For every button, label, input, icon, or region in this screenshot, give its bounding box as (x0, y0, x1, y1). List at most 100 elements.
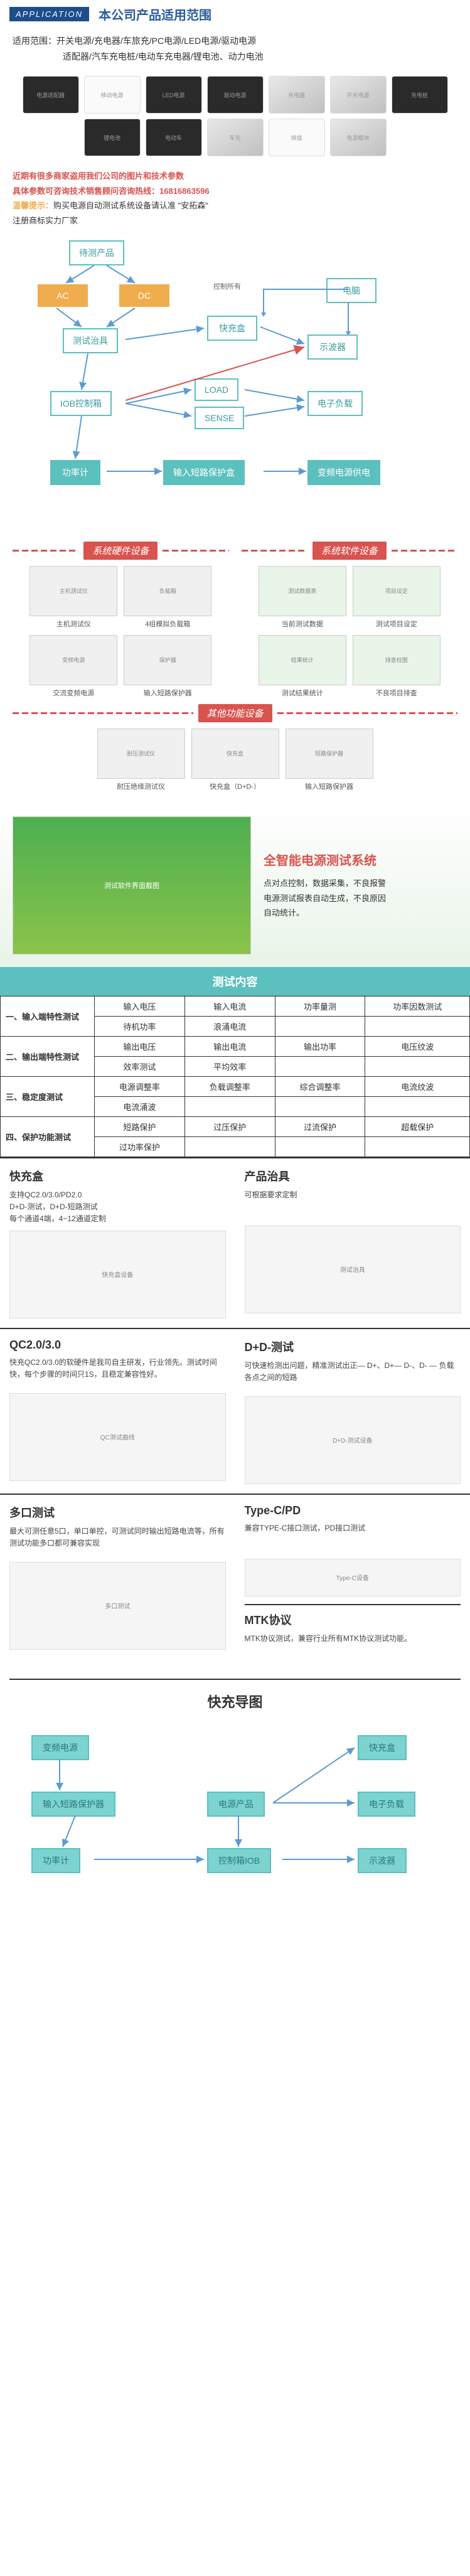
flow-node-sense: SENSE (195, 407, 244, 429)
flow-node-pmeter: 功率计 (50, 460, 100, 485)
equipment-item: 快充盒快充盒（D+D-） (191, 729, 279, 791)
test-system-flowchart: 待测产品 AC DC 电脑 测试治具 快充盒 示波器 IOB控制箱 LOAD S… (0, 234, 470, 523)
hw-equipment-title: 系统硬件设备 (83, 542, 158, 560)
other-equipment-grid: 耐压测试仪耐压绝缘测试仪 快充盒快充盒（D+D-） 短路保护器输入短路保护器 (13, 729, 457, 791)
product-thumbnail: 充电器 (269, 76, 325, 114)
fastcharge-flowchart-title: 快充导图 (0, 1680, 470, 1723)
table-row: 四、保护功能测试短路保护过压保护过流保护超载保护 (1, 1116, 470, 1136)
fc-node-qcbox: 快充盒 (358, 1735, 407, 1760)
table-cell: 输出电压 (95, 1036, 185, 1056)
product-thumbnail: 电源模块 (330, 119, 387, 156)
table-cell (275, 1016, 365, 1036)
product-thumbnail: 驱动电源 (207, 76, 264, 114)
product-thumbnail: 开关电源 (330, 76, 387, 114)
fastcharge-flowchart: 变频电源 输入短路保护器 功率计 电源产品 控制箱IOB 快充盒 电子负载 示波… (0, 1723, 470, 1898)
warning-phone: 16816863596 (159, 186, 210, 196)
table-row: 一、输入端特性测试输入电压输入电流功率量测功率因数测试 (1, 996, 470, 1016)
product-thumbnail: 锂电池 (84, 119, 141, 156)
flow-node-dc: DC (119, 284, 169, 307)
product-thumbnail: 电动车 (146, 119, 202, 156)
table-cell: 输出电流 (184, 1036, 275, 1056)
product-thumbnail: LED电源 (146, 76, 202, 114)
table-cell: 短路保护 (95, 1116, 185, 1136)
feature-dplusminus: D+D-测试 可快速检测出问题，精准测试出正— D+、D+— D-、D- — 负… (235, 1328, 470, 1494)
feature-image: QC测试曲线 (9, 1393, 226, 1481)
feature-grid: 快充盒 支持QC2.0/3.0/PD2.0 D+D-测试，D+D-短路测试 每个… (0, 1157, 470, 1679)
table-cell (184, 1136, 275, 1157)
table-cell: 待机功率 (95, 1016, 185, 1036)
feature-multiport: 多口测试 最大可测任意5口，单口单控，可测试同时输出短路电流等，所有测试功能多口… (0, 1494, 235, 1679)
feature-image: 快充盒设备 (9, 1231, 226, 1318)
feature-mtk-title: MTK协议 (245, 1604, 461, 1628)
test-content-header: 测试内容 (0, 967, 470, 996)
application-title: 本公司产品适用范围 (99, 5, 211, 23)
table-cell: 输出功率 (275, 1036, 365, 1056)
table-cell: 负载调整率 (184, 1076, 275, 1096)
flow-node-load: LOAD (195, 378, 238, 401)
table-cell: 输入电压 (95, 996, 185, 1016)
table-cell (365, 1096, 470, 1116)
table-cell: 输入电流 (184, 996, 275, 1016)
table-cell: 过流保护 (275, 1116, 365, 1136)
flow-node-ac: AC (38, 284, 88, 307)
sw-equipment-title: 系统软件设备 (312, 542, 387, 560)
application-header: APPLICATION 本公司产品适用范围 (0, 0, 470, 28)
scope-text: 适用范围：开关电源/充电器/车旅充/PC电源/LED电源/驱动电源 适配器/汽车… (0, 28, 470, 70)
product-thumbnail: 排插 (269, 119, 325, 156)
table-cell: 功率因数测试 (365, 996, 470, 1016)
equipment-item: 保护器输入短路保护器 (124, 635, 211, 698)
table-cell (275, 1136, 365, 1157)
fc-node-scope: 示波器 (358, 1848, 407, 1873)
feature-mtk-desc: MTK协议测试，兼容行业所有MTK协议测试功能。 (245, 1633, 461, 1664)
warning-line1: 近期有很多商家盗用我们公司的图片和技术参数 (13, 169, 457, 183)
equipment-item: 测试数据表当前测试数据 (259, 566, 346, 629)
smart-system-title: 全智能电源测试系统 (264, 850, 457, 868)
fc-node-eload: 电子负载 (358, 1792, 415, 1817)
feature-typec: Type-C/PD 兼容TYPE-C接口测试，PD接口测试 Type-C设备 M… (235, 1494, 470, 1679)
fc-node-pmeter: 功率计 (31, 1848, 80, 1873)
equipment-item: 项目设定测试项目设定 (353, 566, 441, 629)
table-row-header: 三、稳定度测试 (1, 1076, 95, 1116)
fc-node-product: 电源产品 (207, 1792, 265, 1817)
flow-node-fixture: 测试治具 (63, 328, 118, 353)
flow-node-iob: IOB控制箱 (50, 391, 112, 416)
table-cell (275, 1056, 365, 1076)
test-content-table: 一、输入端特性测试输入电压输入电流功率量测功率因数测试待机功率浪涌电流二、输出端… (0, 996, 470, 1157)
table-cell: 电流纹波 (365, 1076, 470, 1096)
table-cell (365, 1016, 470, 1036)
table-cell (365, 1136, 470, 1157)
table-cell: 电源调整率 (95, 1076, 185, 1096)
flow-node-vpsu: 变频电源供电 (307, 460, 380, 485)
fc-node-vpsu: 变频电源 (31, 1735, 89, 1760)
feature-image: D+D-测试设备 (245, 1396, 461, 1484)
sw-equipment-grid: 测试数据表当前测试数据 项目设定测试项目设定 结果统计测试结果统计 排查柱图不良… (242, 566, 458, 698)
warning-line3: 温馨提示：购买电源自动测试系统设备请认准 "安拓森" (13, 198, 457, 213)
table-cell (184, 1096, 275, 1116)
warning-line2: 具体参数可咨询技术销售顾问咨询热线：16816863596 (13, 184, 457, 198)
other-equipment-title: 其他功能设备 (198, 704, 272, 722)
warning-block: 近期有很多商家盗用我们公司的图片和技术参数 具体参数可咨询技术销售顾问咨询热线：… (0, 163, 470, 234)
table-cell: 综合调整率 (275, 1076, 365, 1096)
table-cell (275, 1096, 365, 1116)
table-row-header: 一、输入端特性测试 (1, 996, 95, 1036)
table-row: 三、稳定度测试电源调整率负载调整率综合调整率电流纹波 (1, 1076, 470, 1096)
scope-label: 适用范围： (13, 36, 56, 46)
equipment-item: 耐压测试仪耐压绝缘测试仪 (97, 729, 185, 791)
flow-label-control: 控制所有 (213, 281, 241, 291)
feature-qc203: QC2.0/3.0 快充QC2.0/3.0的软硬件是我司自主研发，行业领先。测试… (0, 1328, 235, 1494)
feature-image: 测试治具 (245, 1226, 461, 1313)
table-row-header: 二、输出端特性测试 (1, 1036, 95, 1076)
product-grid: 电源适配器 移动电源 LED电源 驱动电源 充电器 开关电源 充电桩 锂电池 电… (0, 70, 470, 163)
product-thumbnail: 移动电源 (84, 76, 141, 114)
table-cell: 平均效率 (184, 1056, 275, 1076)
flow-node-eload: 电子负载 (307, 391, 363, 416)
table-cell: 过压保护 (184, 1116, 275, 1136)
application-tab: APPLICATION (9, 7, 89, 21)
scope-line1: 开关电源/充电器/车旅充/PC电源/LED电源/驱动电源 (56, 36, 256, 46)
feature-image: Type-C设备 (245, 1559, 461, 1596)
table-cell: 电压纹波 (365, 1036, 470, 1056)
feature-qcbox: 快充盒 支持QC2.0/3.0/PD2.0 D+D-测试，D+D-短路测试 每个… (0, 1157, 235, 1328)
warning-line4: 注册商标实力厂家 (13, 213, 457, 228)
flow-node-scope: 示波器 (307, 334, 358, 360)
smart-system-desc: 点对点控制，数据采集，不良报警 电源测试报表自动生成，不良原因 自动统计。 (264, 876, 457, 920)
